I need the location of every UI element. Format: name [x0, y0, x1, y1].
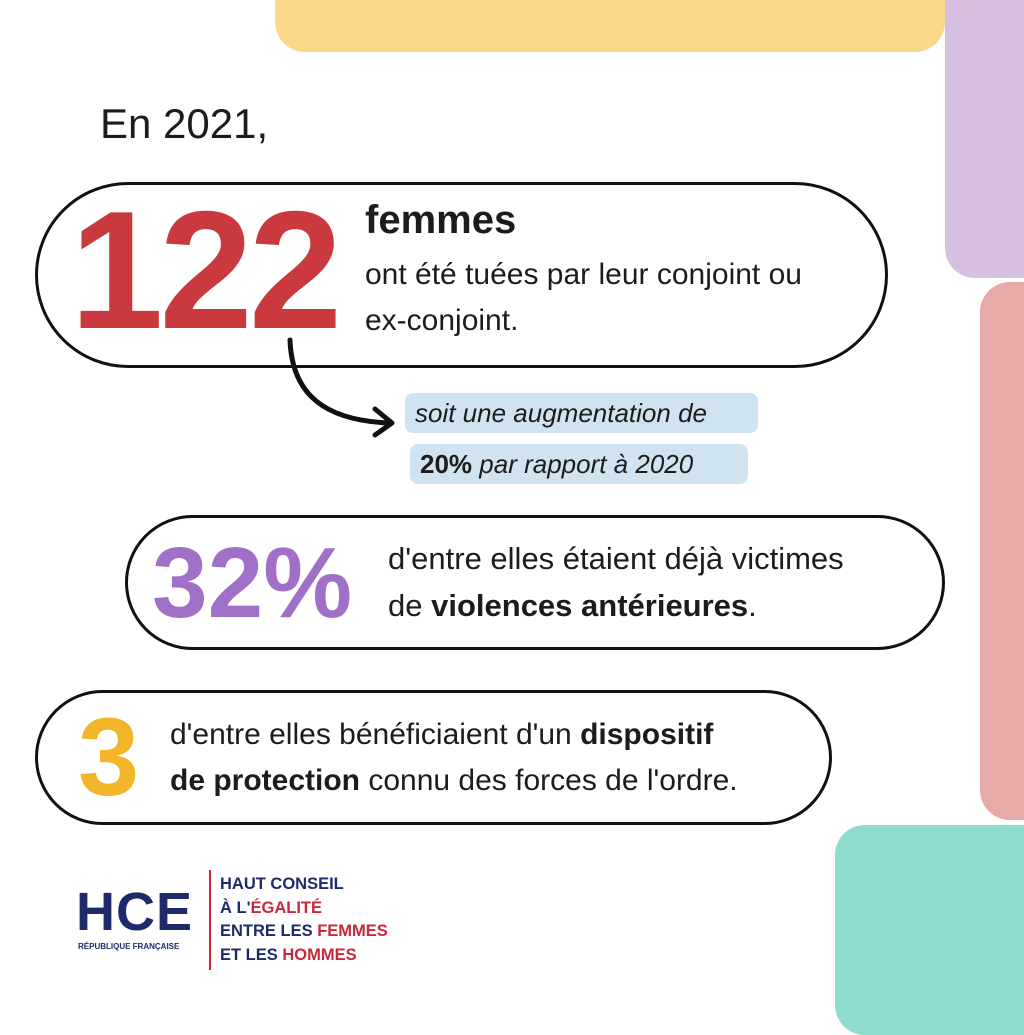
stat-32-pill: [125, 515, 945, 650]
logo-line: HAUT CONSEIL: [220, 875, 344, 893]
deco-teal-block: [835, 825, 1024, 1035]
logo-line: À L'ÉGALITÉ: [220, 898, 323, 917]
increase-percent: 20%: [420, 449, 473, 479]
stat-122-line2: ex-conjoint.: [365, 304, 519, 337]
logo-line: ENTRE LES FEMMES: [220, 922, 388, 940]
stat-3-number: 3: [78, 696, 140, 819]
stat-32-line1: d'entre elles étaient déjà victimes: [388, 541, 844, 576]
deco-purple-block: [945, 0, 1024, 278]
stat-32-line2: de violences antérieures.: [388, 583, 757, 629]
stat-3-line1: d'entre elles bénéficiaient d'un disposi…: [170, 712, 713, 758]
curved-arrow-icon: [287, 337, 395, 438]
stat-122-line1: ont été tuées par leur conjoint ou: [365, 258, 802, 291]
deco-yellow-bar: [275, 0, 945, 52]
text-bold: dispositif: [580, 718, 714, 751]
text: .: [748, 588, 757, 623]
text: d'entre elles bénéficiaient d'un: [170, 718, 581, 751]
stat-32-number: 32%: [152, 527, 353, 639]
increase-line1: soit une augmentation de: [405, 393, 758, 433]
increase-rest: par rapport à 2020: [472, 449, 694, 479]
logo-divider: [209, 870, 211, 970]
deco-pink-block: [980, 282, 1024, 820]
text-bold: de protection: [170, 764, 361, 797]
text-bold: violences antérieures: [431, 588, 749, 623]
hce-logo-acronym: HCE: [76, 882, 194, 942]
stat-122-pill: [35, 182, 888, 368]
text: connu des forces de l'ordre.: [360, 764, 738, 797]
stat-122-number: 122: [70, 176, 342, 364]
logo-line: ET LES HOMMES: [220, 945, 357, 964]
hce-logo-text: HAUT CONSEIL À L'ÉGALITÉ ENTRE LES FEMME…: [220, 873, 388, 967]
intro-text: En 2021,: [100, 100, 269, 147]
stat-3-line2: de protection connu des forces de l'ordr…: [170, 758, 738, 804]
hce-logo-sub: RÉPUBLIQUE FRANÇAISE: [78, 942, 180, 951]
increase-line2: 20% par rapport à 2020: [410, 444, 748, 484]
text: de: [388, 588, 432, 623]
stat-122-title: femmes: [365, 198, 517, 242]
stat-3-pill: [35, 690, 832, 825]
